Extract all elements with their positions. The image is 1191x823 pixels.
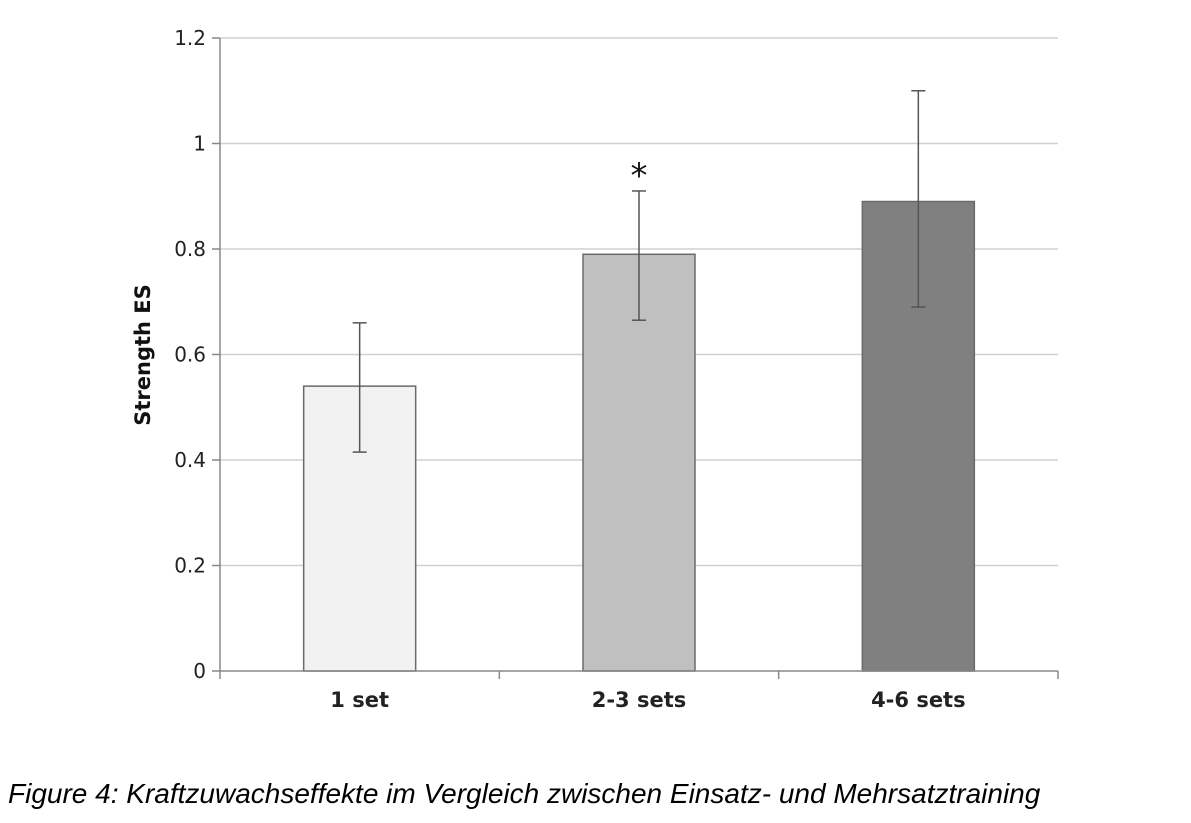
y-tick-label: 0.6 [174, 343, 206, 367]
labels: 0 0.2 0.4 0.6 0.8 1 1.2 1 set 2-3 sets 4-6 sets * [174, 26, 965, 712]
error-bars [352, 90, 926, 453]
x-tick-label: 1 set [330, 688, 389, 712]
x-tick-label: 4-6 sets [871, 688, 966, 712]
figure-caption: Figure 4: Kraftzuwachseffekte im Verglei… [8, 778, 1041, 809]
x-tick-label: 2-3 sets [592, 688, 687, 712]
bar-chart: 00.20.40.60.811.21 set 2-3 sets 4-6 sets* … [131, 26, 1059, 712]
y-tick-label: 1 [193, 132, 206, 156]
y-axis-title: Strength ES [131, 284, 155, 426]
y-tick-label: 0 [193, 659, 206, 683]
axes [212, 37, 1059, 679]
y-tick-label: 0.8 [174, 237, 206, 261]
y-tick-label: 1.2 [174, 26, 206, 50]
y-tick-label: 0.2 [174, 554, 206, 578]
significance-marker: * [631, 156, 648, 196]
bars [302, 200, 976, 672]
y-tick-label: 0.4 [174, 448, 206, 472]
bar-2-3-sets [582, 253, 696, 672]
